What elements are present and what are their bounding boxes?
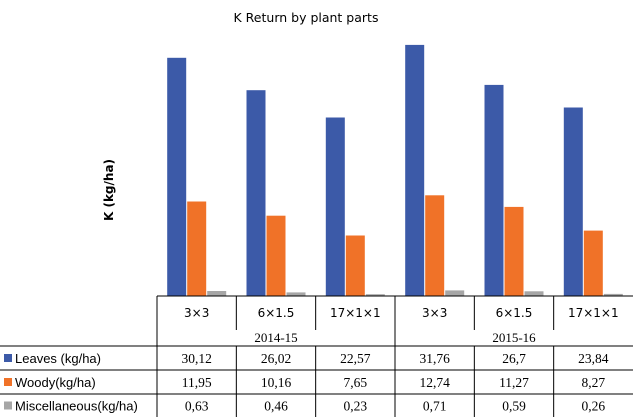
bar-3-5 [524, 291, 544, 296]
bar-3-4 [445, 290, 465, 296]
bar-2-2 [266, 215, 286, 296]
data-label-1-2: 26,02 [261, 351, 291, 366]
legend-key-1 [4, 354, 12, 362]
data-label-2-4: 12,74 [420, 375, 451, 390]
data-label-3-6: 0,26 [581, 399, 605, 414]
data-label-3-2: 0,46 [264, 399, 288, 414]
data-label-3-1: 0,63 [185, 399, 209, 414]
x-tick-label-6: 17×1×1 [568, 306, 619, 320]
data-label-2-3: 7,65 [343, 375, 367, 390]
legend-key-3 [4, 401, 12, 410]
bar-3-2 [286, 292, 306, 296]
group-label-2: 2015-16 [492, 330, 536, 345]
x-tick-label-5: 6×1.5 [496, 306, 533, 320]
bar-3-1 [207, 291, 227, 296]
bar-1-4 [405, 44, 425, 297]
bar-2-6 [583, 230, 603, 296]
legend-label-2: Woody(kg/ha) [15, 375, 96, 390]
x-tick-label-3: 17×1×1 [330, 306, 381, 320]
bar-2-3 [345, 235, 365, 296]
group-label-1: 2014-15 [254, 330, 297, 345]
bars-layer [167, 44, 623, 297]
data-label-1-5: 26,7 [502, 351, 526, 366]
bar-2-1 [187, 201, 207, 296]
data-label-2-2: 10,16 [261, 375, 292, 390]
bar-2-4 [425, 195, 445, 296]
data-label-3-3: 0,23 [343, 399, 367, 414]
data-label-3-5: 0,59 [502, 399, 526, 414]
data-label-2-6: 8,27 [581, 375, 605, 390]
bar-1-6 [563, 107, 583, 296]
chart-title: K Return by plant parts [234, 10, 379, 25]
bar-1-2 [246, 90, 266, 296]
data-label-3-4: 0,71 [423, 399, 447, 414]
data-table: 3×3 6×1.5 17×1×1 3×3 6×1.5 17×1×1 2014-15 2015-… [0, 295, 633, 417]
bar-2-5 [504, 206, 524, 296]
data-label-1-3: 22,57 [340, 351, 371, 366]
data-label-2-1: 11,95 [182, 375, 212, 390]
legend-key-2 [4, 378, 12, 386]
y-axis-label: K (kg/ha) [102, 159, 116, 221]
data-label-1-6: 23,84 [578, 351, 609, 366]
x-tick-label-1: 3×3 [184, 306, 209, 320]
legend-label-1: Leaves (kg/ha) [15, 351, 101, 366]
x-tick-label-2: 6×1.5 [258, 306, 295, 320]
bar-3-3 [365, 294, 385, 296]
legend-label-3: Miscellaneous(kg/ha) [15, 399, 138, 414]
bar-1-3 [325, 117, 345, 296]
bar-1-5 [484, 84, 504, 297]
bar-3-6 [603, 293, 623, 296]
data-label-1-4: 31,76 [420, 351, 451, 366]
bar-1-1 [167, 57, 187, 296]
data-label-2-5: 11,27 [499, 375, 529, 390]
data-label-1-1: 30,12 [182, 351, 212, 366]
x-tick-label-4: 3×3 [422, 306, 447, 320]
